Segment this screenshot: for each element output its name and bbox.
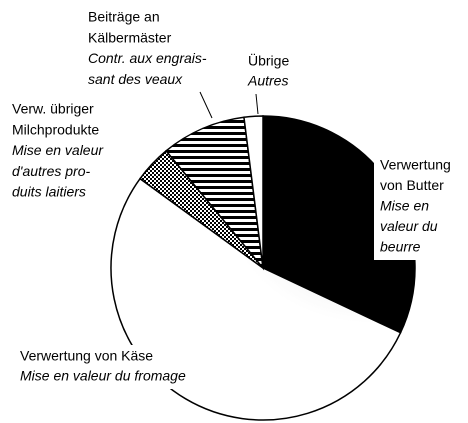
slice-label-translation: d'autres pro- <box>12 163 90 179</box>
slice-label-translation: Mise en valeur <box>12 142 104 158</box>
slice-label: Beiträge an <box>88 9 160 25</box>
slice-label-translation: Contr. aux engrais- <box>88 50 207 66</box>
slice-label-translation: Autres <box>247 73 288 89</box>
slice-label: Verwertung von Käse <box>20 348 153 364</box>
pie-slice <box>165 116 265 271</box>
slice-label-translation: Mise en <box>380 198 429 214</box>
slice-label-translation: beurre <box>380 239 421 255</box>
leader-line <box>255 93 259 115</box>
slice-label: Verwertung <box>380 157 451 173</box>
leader-line <box>199 91 213 119</box>
slice-label: Kälbermäster <box>88 29 172 45</box>
slice-label-translation: valeur du <box>380 218 438 234</box>
slice-label: von Butter <box>380 177 444 193</box>
slice-label: Verw. übriger <box>12 101 94 117</box>
slice-label-translation: sant des veaux <box>88 71 183 87</box>
labels: Verwertung von Butter Mise en valeur du beur… <box>12 9 464 389</box>
slice-label-translation: Mise en valeur du fromage <box>20 368 186 384</box>
pie-slice <box>243 115 264 269</box>
slice-label-translation: duits laitiers <box>12 184 86 200</box>
label-background <box>374 152 464 260</box>
slice-label: Milchprodukte <box>12 121 99 137</box>
label-background <box>14 345 232 389</box>
slice-label: Übrige <box>248 52 289 69</box>
